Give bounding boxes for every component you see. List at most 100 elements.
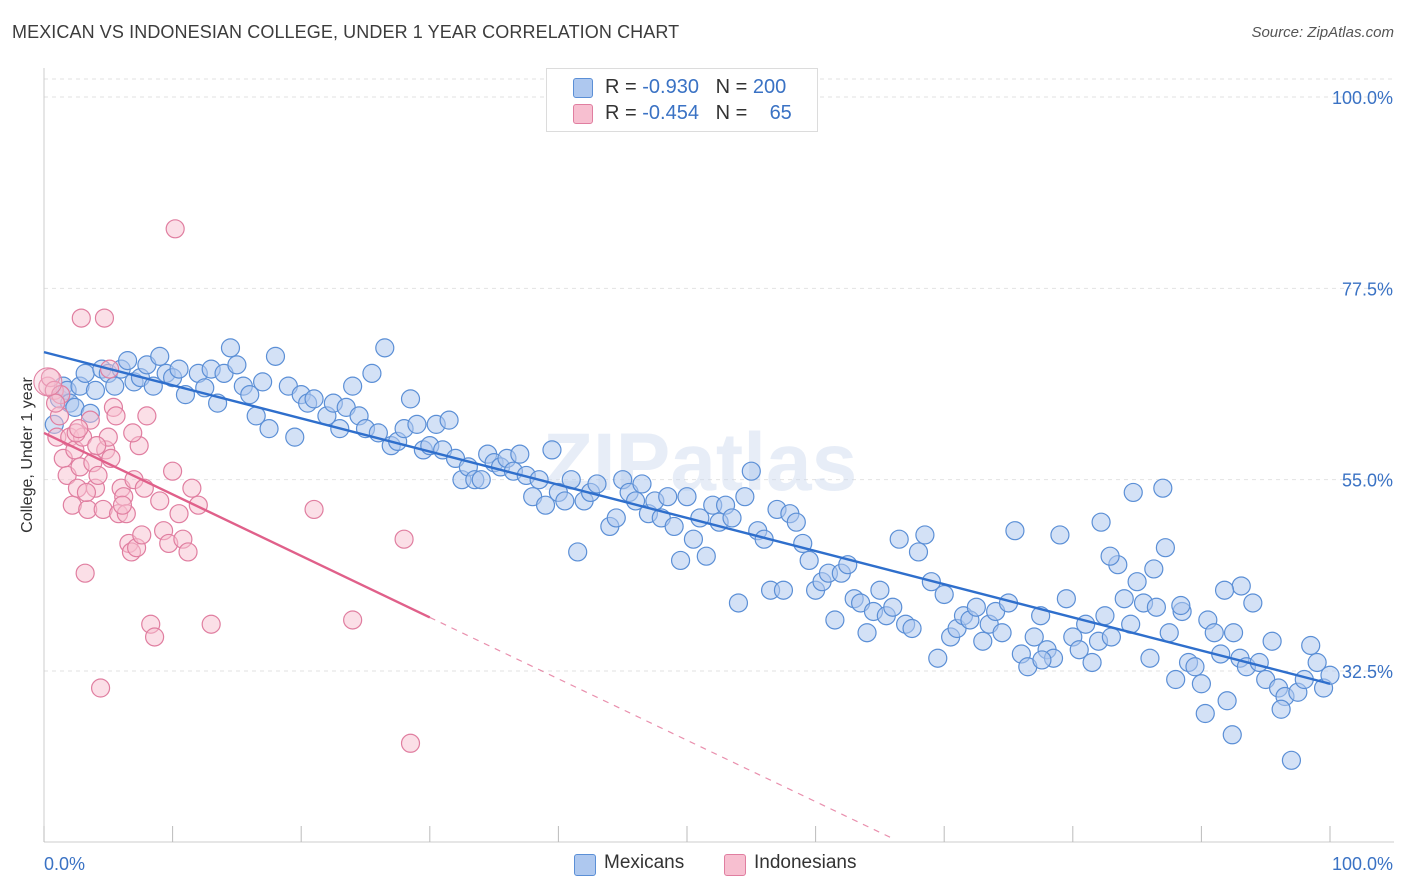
legend-n-value: 200 <box>752 76 787 98</box>
point-indonesians <box>201 614 221 634</box>
point-indonesians <box>33 367 63 397</box>
point-indonesians <box>182 478 202 498</box>
legend-swatch-mexicans <box>573 78 593 98</box>
point-mexicans <box>400 389 421 409</box>
legend-r-value: -0.930 <box>642 76 699 98</box>
point-mexicans <box>1114 589 1134 609</box>
point-mexicans <box>510 444 530 464</box>
point-mexicans <box>1144 559 1164 579</box>
y-tick-label: 55.0% <box>1342 471 1393 491</box>
point-mexicans <box>75 363 95 383</box>
x-tick-label-max: 100.0% <box>1332 854 1393 874</box>
point-mexicans <box>735 487 755 507</box>
point-mexicans <box>169 359 189 379</box>
point-mexicans <box>407 414 427 434</box>
point-mexicans <box>1153 478 1173 498</box>
point-mexicans <box>1320 665 1340 685</box>
point-mexicans <box>889 529 909 549</box>
point-mexicans <box>1171 595 1191 616</box>
point-mexicans <box>1281 750 1302 770</box>
point-mexicans <box>1005 521 1025 541</box>
point-indonesians <box>69 419 89 439</box>
point-mexicans <box>471 470 491 490</box>
point-mexicans <box>259 419 279 439</box>
point-mexicans <box>1249 652 1269 673</box>
point-mexicans <box>677 487 697 507</box>
point-mexicans <box>992 623 1012 643</box>
point-mexicans <box>1100 546 1120 566</box>
point-indonesians <box>45 393 66 413</box>
point-mexicans <box>1217 691 1237 711</box>
point-mexicans <box>1082 652 1102 673</box>
point-mexicans <box>883 597 903 617</box>
point-mexicans <box>117 351 138 371</box>
point-mexicans <box>285 427 305 447</box>
point-mexicans <box>1050 525 1070 545</box>
point-mexicans <box>1146 597 1166 617</box>
point-mexicans <box>1101 627 1121 647</box>
point-mexicans <box>1095 606 1115 626</box>
legend-swatch-indonesians <box>573 104 593 124</box>
point-mexicans <box>1166 669 1186 690</box>
point-mexicans <box>1191 674 1212 694</box>
point-mexicans <box>1204 623 1224 643</box>
y-tick-label: 32.5% <box>1342 662 1393 682</box>
chart-title: MEXICAN VS INDONESIAN COLLEGE, UNDER 1 Y… <box>12 22 680 42</box>
point-mexicans <box>670 550 691 571</box>
point-indonesians <box>94 308 115 328</box>
point-mexicans <box>934 584 954 605</box>
point-mexicans <box>728 593 749 613</box>
grid-lines <box>44 78 1394 672</box>
point-mexicans <box>1307 652 1327 673</box>
point-mexicans <box>1243 593 1263 613</box>
point-mexicans <box>587 474 607 494</box>
point-mexicans <box>799 550 819 571</box>
point-mexicans <box>973 631 993 651</box>
point-mexicans <box>439 410 459 430</box>
point-mexicans <box>664 516 684 537</box>
point-mexicans <box>1123 482 1143 503</box>
point-mexicans <box>1222 725 1242 745</box>
point-mexicans <box>1185 657 1205 677</box>
x-tick-label-min: 0.0% <box>44 854 85 874</box>
point-mexicans <box>741 461 761 481</box>
point-mexicans <box>265 346 286 366</box>
point-mexicans <box>632 474 652 494</box>
point-mexicans <box>253 372 273 392</box>
point-indonesians <box>137 406 157 426</box>
point-mexicans <box>1159 623 1179 643</box>
legend-swatch-indonesians <box>724 854 746 876</box>
trend-lines <box>43 350 1331 840</box>
trend-line-indonesians-extrapolated <box>429 616 894 840</box>
point-mexicans <box>343 376 363 396</box>
trend-line-mexicans <box>43 350 1331 685</box>
point-indonesians <box>88 465 108 486</box>
point-indonesians <box>76 482 97 503</box>
point-indonesians <box>106 406 126 426</box>
y-tick-label: 100.0% <box>1332 88 1393 108</box>
point-mexicans <box>825 610 845 630</box>
point-mexicans <box>304 389 324 409</box>
source-label: Source: ZipAtlas.com <box>1251 24 1394 41</box>
point-mexicans <box>150 346 170 366</box>
point-indonesians <box>394 529 414 549</box>
point-indonesians <box>165 219 185 239</box>
legend-label-mexicans: Mexicans <box>604 852 685 873</box>
point-indonesians <box>343 610 363 630</box>
point-mexicans <box>908 542 929 562</box>
point-mexicans <box>375 338 395 358</box>
point-mexicans <box>227 355 247 375</box>
point-mexicans <box>966 597 986 617</box>
point-indonesians <box>304 499 324 520</box>
point-mexicans <box>928 648 948 668</box>
point-mexicans <box>1271 699 1291 719</box>
point-mexicans <box>902 618 922 639</box>
legend-n-label: N = <box>715 76 753 98</box>
point-mexicans <box>722 508 742 528</box>
legend-label-indonesians: Indonesians <box>754 852 857 873</box>
point-indonesians <box>90 678 111 698</box>
tick-labels: 100.0% 77.5% 55.0% 32.5% 0.0% 100.0% <box>44 88 1393 874</box>
axes <box>43 68 1394 843</box>
point-mexicans <box>105 376 125 396</box>
point-mexicans <box>1127 572 1147 592</box>
